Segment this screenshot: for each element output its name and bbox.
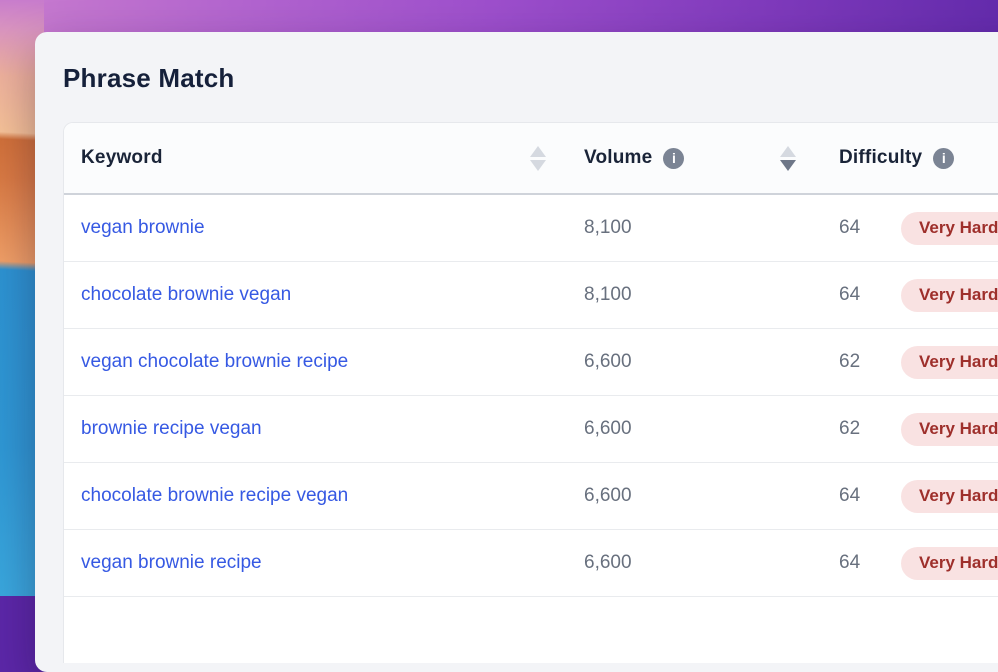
difficulty-cell: 64 Very Hard xyxy=(816,479,998,513)
difficulty-badge: Very Hard xyxy=(901,278,998,312)
keyword-table: Keyword Volume i Difficulty i xyxy=(63,122,998,663)
keyword-link[interactable]: chocolate brownie recipe vegan xyxy=(81,485,349,506)
volume-value: 6,600 xyxy=(584,552,632,573)
sort-up-icon xyxy=(530,145,546,157)
keyword-cell: vegan brownie xyxy=(64,217,561,239)
page-title: Phrase Match xyxy=(63,63,235,93)
difficulty-cell: 64 Very Hard xyxy=(816,546,998,580)
difficulty-column-label: Difficulty xyxy=(839,147,923,168)
keyword-cell: vegan brownie recipe xyxy=(64,552,561,574)
keyword-cell: chocolate brownie vegan xyxy=(64,284,561,306)
keyword-cell: vegan chocolate brownie recipe xyxy=(64,351,561,373)
keyword-link[interactable]: vegan chocolate brownie recipe xyxy=(81,351,349,372)
column-header-volume[interactable]: Volume i xyxy=(561,145,816,171)
difficulty-badge: Very Hard xyxy=(901,479,998,513)
volume-cell: 6,600 xyxy=(561,351,816,373)
keyword-link[interactable]: brownie recipe vegan xyxy=(81,418,262,439)
volume-info-icon[interactable]: i xyxy=(663,147,685,169)
volume-cell: 6,600 xyxy=(561,485,816,507)
volume-value: 6,600 xyxy=(584,418,632,439)
keyword-link[interactable]: vegan brownie recipe xyxy=(81,552,262,573)
volume-cell: 6,600 xyxy=(561,552,816,574)
sort-down-icon xyxy=(780,159,796,171)
sort-up-icon xyxy=(780,145,796,157)
difficulty-value: 64 xyxy=(839,284,861,305)
keyword-link[interactable]: chocolate brownie vegan xyxy=(81,284,292,305)
table-row: vegan chocolate brownie recipe 6,600 62 … xyxy=(64,328,998,395)
difficulty-badge: Very Hard xyxy=(901,211,998,245)
sort-down-icon xyxy=(530,159,546,171)
table-row: vegan brownie recipe 6,600 64 Very Hard xyxy=(64,529,998,596)
table-row-partial xyxy=(64,596,998,663)
column-header-difficulty[interactable]: Difficulty i xyxy=(816,147,998,169)
phrase-match-card: Phrase Match Keyword Volume i Difficulty xyxy=(35,32,998,672)
volume-cell: 6,600 xyxy=(561,418,816,440)
sort-icon-keyword[interactable] xyxy=(530,145,546,171)
volume-value: 8,100 xyxy=(584,284,632,305)
volume-value: 8,100 xyxy=(584,217,632,238)
keyword-cell: brownie recipe vegan xyxy=(64,418,561,440)
difficulty-value: 64 xyxy=(839,552,861,573)
difficulty-info-icon[interactable]: i xyxy=(933,147,955,169)
table-body: vegan brownie 8,100 64 Very Hard chocola… xyxy=(64,195,998,663)
difficulty-cell: 64 Very Hard xyxy=(816,211,998,245)
difficulty-badge: Very Hard xyxy=(901,546,998,580)
difficulty-cell: 62 Very Hard xyxy=(816,345,998,379)
volume-cell: 8,100 xyxy=(561,284,816,306)
volume-cell: 8,100 xyxy=(561,217,816,239)
difficulty-value: 62 xyxy=(839,418,861,439)
difficulty-value: 64 xyxy=(839,217,861,238)
difficulty-badge: Very Hard xyxy=(901,345,998,379)
volume-column-label: Volume xyxy=(584,147,653,168)
keyword-cell: chocolate brownie recipe vegan xyxy=(64,485,561,507)
table-row: chocolate brownie recipe vegan 6,600 64 … xyxy=(64,462,998,529)
sort-icon-volume-active-desc[interactable] xyxy=(780,145,796,171)
volume-value: 6,600 xyxy=(584,351,632,372)
column-header-keyword[interactable]: Keyword xyxy=(64,145,561,171)
difficulty-cell: 62 Very Hard xyxy=(816,412,998,446)
difficulty-cell: 64 Very Hard xyxy=(816,278,998,312)
difficulty-badge: Very Hard xyxy=(901,412,998,446)
difficulty-value: 62 xyxy=(839,351,861,372)
volume-value: 6,600 xyxy=(584,485,632,506)
table-header-row: Keyword Volume i Difficulty i xyxy=(64,123,998,195)
keyword-link[interactable]: vegan brownie xyxy=(81,217,205,238)
table-row: vegan brownie 8,100 64 Very Hard xyxy=(64,195,998,261)
keyword-column-label: Keyword xyxy=(81,147,163,168)
difficulty-value: 64 xyxy=(839,485,861,506)
table-row: chocolate brownie vegan 8,100 64 Very Ha… xyxy=(64,261,998,328)
table-row: brownie recipe vegan 6,600 62 Very Hard xyxy=(64,395,998,462)
